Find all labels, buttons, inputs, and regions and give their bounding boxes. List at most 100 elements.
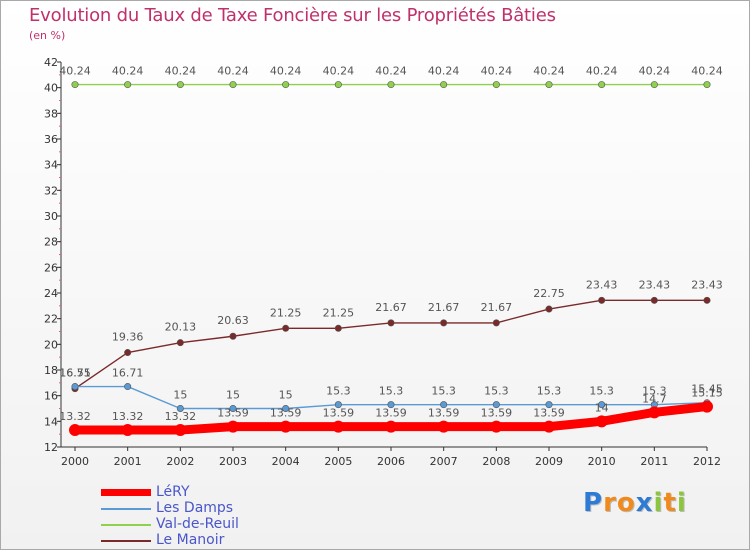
x-tick-label: 2012 (693, 455, 721, 468)
data-label: 21.25 (270, 306, 302, 319)
y-tick-label: 14 (44, 415, 58, 428)
data-point (545, 401, 553, 409)
data-point (334, 324, 342, 332)
data-point (279, 420, 292, 433)
data-point (545, 305, 553, 313)
chart-subtitle: (en %) (29, 29, 66, 42)
legend-label-lery: LéRY (156, 484, 190, 500)
y-tick-label: 42 (44, 56, 58, 69)
data-point (385, 420, 397, 433)
x-tick-label: 2007 (430, 455, 458, 468)
y-tick-label: 16 (44, 390, 58, 403)
legend-label-les-damps: Les Damps (156, 500, 234, 516)
data-label: 21.67 (428, 301, 460, 314)
data-label: 22.75 (533, 287, 565, 300)
y-tick-label: 22 (44, 313, 58, 326)
data-point (229, 81, 237, 89)
data-label: 23.43 (586, 278, 618, 291)
data-label: 15.3 (589, 385, 614, 398)
chart-title: Evolution du Taux de Taxe Foncière sur l… (29, 5, 556, 26)
data-label: 40.24 (586, 65, 618, 78)
data-label: 40.24 (481, 65, 513, 78)
data-label: 13.32 (112, 410, 144, 423)
legend-swatch-lery (101, 489, 151, 496)
x-tick-label: 2010 (588, 455, 616, 468)
y-tick-label: 28 (44, 236, 58, 249)
data-point (176, 404, 184, 412)
data-point (174, 424, 187, 437)
series-layer (69, 81, 713, 437)
data-point (387, 81, 395, 89)
legend-swatch-les-damps (101, 508, 151, 510)
data-label: 15.3 (484, 385, 509, 398)
legend-item-les-damps: Les Damps (101, 500, 361, 517)
legend-label-le-manoir: Le Manoir (156, 532, 225, 548)
x-tick-label: 2003 (219, 455, 247, 468)
x-tick-label: 2006 (377, 455, 405, 468)
data-label: 15.3 (642, 385, 667, 398)
data-label: 40.24 (217, 65, 249, 78)
data-label: 23.43 (639, 278, 671, 291)
data-label: 19.36 (112, 331, 144, 344)
legend-swatch-le-manoir (101, 540, 151, 542)
data-label: 23.43 (691, 278, 723, 291)
data-point (492, 401, 500, 409)
data-label: 13.32 (59, 410, 91, 423)
data-label: 40.24 (323, 65, 355, 78)
data-point (124, 383, 132, 391)
y-tick-label: 38 (44, 107, 58, 120)
data-label: 15.3 (326, 385, 351, 398)
data-point (543, 420, 555, 433)
data-point (387, 401, 395, 409)
data-label: 40.24 (533, 65, 565, 78)
legend: LéRY Les Damps Val-de-Reuil Le Manoir (101, 484, 361, 549)
data-point (440, 81, 448, 89)
data-point (334, 401, 342, 409)
logo-letter: r (603, 488, 617, 518)
legend-item-lery: LéRY (101, 484, 361, 501)
legend-swatch-val-de-reuil (101, 524, 151, 526)
y-tick-label: 24 (44, 287, 58, 300)
x-tick-label: 2011 (640, 455, 668, 468)
data-point (650, 296, 658, 304)
logo-letter: t (663, 488, 677, 518)
data-label: 16.55 (59, 367, 91, 380)
x-tick-label: 2002 (166, 455, 194, 468)
data-label: 15.15 (691, 387, 723, 400)
data-point (71, 383, 79, 391)
data-point (440, 319, 448, 327)
data-label: 15 (279, 389, 293, 402)
x-tick-label: 2009 (535, 455, 563, 468)
data-label: 13.59 (375, 407, 407, 420)
data-point (703, 296, 711, 304)
data-point (440, 401, 448, 409)
data-point (595, 415, 608, 428)
logo-letter: i (676, 488, 687, 518)
data-label: 16.71 (59, 367, 91, 380)
data-labels: 40.24 40.24 40.24 40.24 40.24 40.24 40.24 40.24… (59, 65, 723, 423)
y-tick-label: 30 (44, 210, 58, 223)
data-point (492, 81, 500, 89)
data-point (334, 81, 342, 89)
data-label: 14 (595, 401, 609, 414)
data-label: 15.3 (431, 385, 456, 398)
y-tick-label: 26 (44, 261, 58, 274)
y-tick-label: 20 (44, 338, 58, 351)
logo-letter: x (635, 488, 654, 518)
x-tick-label: 2004 (272, 455, 300, 468)
logo-letter: o (616, 488, 636, 518)
data-point (492, 319, 500, 327)
data-label: 40.24 (691, 65, 723, 78)
legend-item-val-de-reuil: Val-de-Reuil (101, 516, 361, 533)
y-tick-label: 18 (44, 364, 58, 377)
y-tick-label: 40 (44, 82, 58, 95)
x-tick-label: 2001 (114, 455, 142, 468)
data-point (701, 400, 713, 413)
data-label: 40.24 (375, 65, 407, 78)
y-tick-label: 36 (44, 133, 58, 146)
data-point (598, 296, 606, 304)
data-label: 13.59 (428, 407, 460, 420)
data-label: 15 (226, 389, 240, 402)
